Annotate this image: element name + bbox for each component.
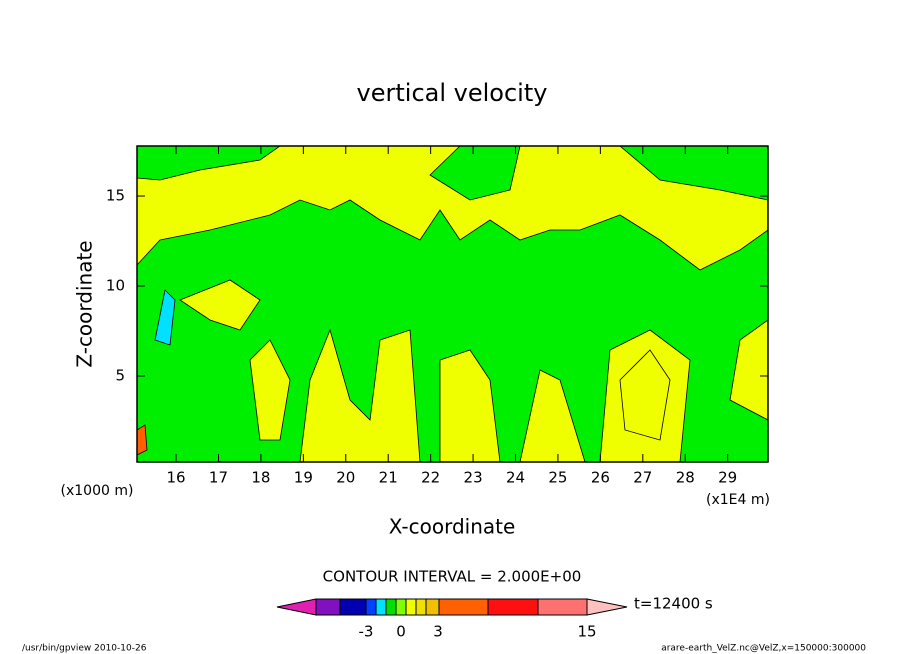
- colorbar: [276, 598, 628, 616]
- colorbar-label: -3: [359, 623, 374, 641]
- x-tick-label: 26: [591, 469, 610, 487]
- colorbar-label: 15: [577, 623, 596, 641]
- colorbar-box: [425, 598, 440, 616]
- x-tick-label: 28: [676, 469, 695, 487]
- x-tick-label: 24: [506, 469, 525, 487]
- x-tick-label: 22: [421, 469, 440, 487]
- y-tick-label: 5: [115, 366, 125, 384]
- x-unit: (x1E4 m): [706, 492, 770, 508]
- footer-left: /usr/bin/gpview 2010-10-26: [22, 644, 147, 654]
- x-tick-label: 25: [548, 469, 567, 487]
- colorbar-box: [487, 598, 539, 616]
- colorbar-box: [405, 598, 417, 616]
- contour-field: [137, 146, 768, 462]
- x-tick-label: 23: [464, 469, 483, 487]
- y-unit: (x1000 m): [61, 483, 134, 499]
- chart-title: vertical velocity: [357, 79, 548, 107]
- x-tick-label: 17: [209, 469, 228, 487]
- y-tick-label: 10: [106, 277, 125, 295]
- x-tick-label: 19: [294, 469, 313, 487]
- x-tick-label: 21: [379, 469, 398, 487]
- y-tick-label: 15: [106, 187, 125, 205]
- time-label: t=12400 s: [634, 595, 713, 613]
- colorbar-label: 0: [396, 623, 406, 641]
- x-axis-label: X-coordinate: [389, 515, 516, 539]
- footer-right: arare-earth_VelZ.nc@VelZ,x=150000:300000: [661, 644, 866, 654]
- contour-interval: CONTOUR INTERVAL = 2.000E+00: [323, 568, 582, 586]
- colorbar-box: [365, 598, 377, 616]
- colorbar-box: [315, 598, 341, 616]
- colorbar-end: [586, 598, 628, 616]
- y-axis-label: Z-coordinate: [73, 240, 97, 367]
- plot-frame: [136, 145, 769, 463]
- colorbar-box: [339, 598, 367, 616]
- x-tick-label: 29: [718, 469, 737, 487]
- x-tick-label: 16: [166, 469, 185, 487]
- colorbar-box: [395, 598, 407, 616]
- colorbar-box: [537, 598, 588, 616]
- x-tick-label: 20: [336, 469, 355, 487]
- colorbar-label: 3: [433, 623, 443, 641]
- x-tick-label: 27: [633, 469, 652, 487]
- colorbar-box: [415, 598, 427, 616]
- colorbar-box: [385, 598, 397, 616]
- colorbar-box: [438, 598, 489, 616]
- x-tick-label: 18: [251, 469, 270, 487]
- colorbar-box: [375, 598, 387, 616]
- colorbar-end: [276, 598, 317, 616]
